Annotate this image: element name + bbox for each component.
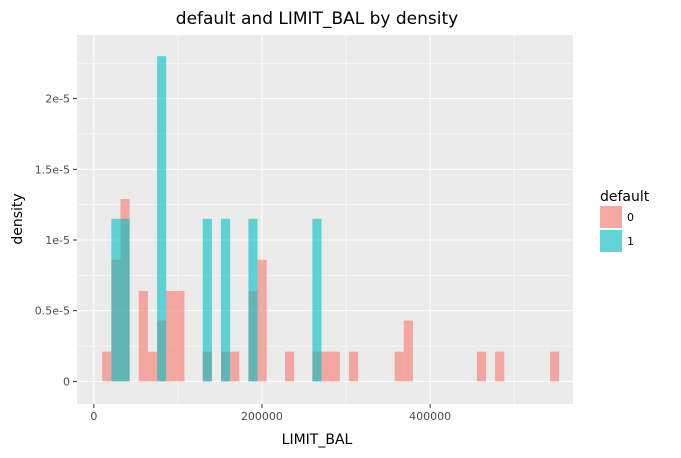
y-tick-label: 0.5e-5 — [35, 305, 70, 318]
histogram-bar-default-0 — [549, 351, 560, 382]
legend-label-1: 1 — [627, 235, 634, 248]
histogram-bar-default-1 — [248, 218, 258, 382]
chart-title: default and LIMIT_BAL by density — [176, 9, 458, 29]
x-axis-title: LIMIT_BAL — [282, 432, 353, 448]
legend-swatch-0 — [600, 206, 622, 228]
histogram-bar-default-0 — [175, 290, 185, 382]
x-tick-label: 0 — [90, 410, 97, 423]
histogram-bar-default-0 — [284, 351, 295, 382]
legend-swatch-1 — [600, 230, 622, 252]
histogram-bar-default-0 — [166, 290, 176, 382]
histogram-bar-default-0 — [495, 351, 505, 382]
histogram-bar-default-1 — [312, 218, 322, 382]
histogram-bar-default-1 — [157, 56, 167, 382]
histogram-bar-default-0 — [102, 351, 112, 382]
x-axis-ticks: 0 200000 400000 — [90, 404, 451, 423]
histogram-bars — [102, 56, 560, 382]
histogram-bar-default-0 — [348, 351, 359, 382]
histogram-bar-default-0 — [147, 351, 158, 382]
y-tick-label: 0 — [63, 375, 70, 388]
legend-title: default — [600, 189, 650, 205]
histogram-bar-default-1 — [202, 218, 212, 382]
histogram-bar-default-0 — [321, 351, 331, 382]
histogram-bar-default-1 — [111, 218, 121, 382]
legend-label-0: 0 — [627, 211, 634, 224]
histogram-bar-default-0 — [230, 351, 240, 382]
histogram-bar-default-1 — [221, 218, 231, 382]
histogram-bar-default-0 — [476, 351, 487, 382]
plot-panel — [77, 35, 573, 404]
histogram-bar-default-0 — [394, 351, 404, 382]
histogram-bar-default-0 — [403, 320, 413, 382]
legend: default 01 — [600, 189, 650, 252]
y-tick-label: 2e-5 — [45, 93, 70, 106]
y-axis-ticks: 0 0.5e-5 1e-5 1.5e-5 2e-5 — [35, 93, 77, 388]
histogram-bar-default-0 — [257, 259, 267, 382]
x-tick-label: 200000 — [241, 410, 283, 423]
x-tick-label: 400000 — [409, 410, 451, 423]
histogram-bar-default-1 — [120, 218, 130, 382]
y-axis-title: density — [10, 193, 26, 244]
y-tick-label: 1.5e-5 — [35, 163, 70, 176]
histogram-bar-default-0 — [330, 351, 340, 382]
y-tick-label: 1e-5 — [45, 234, 70, 247]
histogram-bar-default-0 — [138, 290, 148, 382]
legend-items: 01 — [600, 206, 634, 252]
